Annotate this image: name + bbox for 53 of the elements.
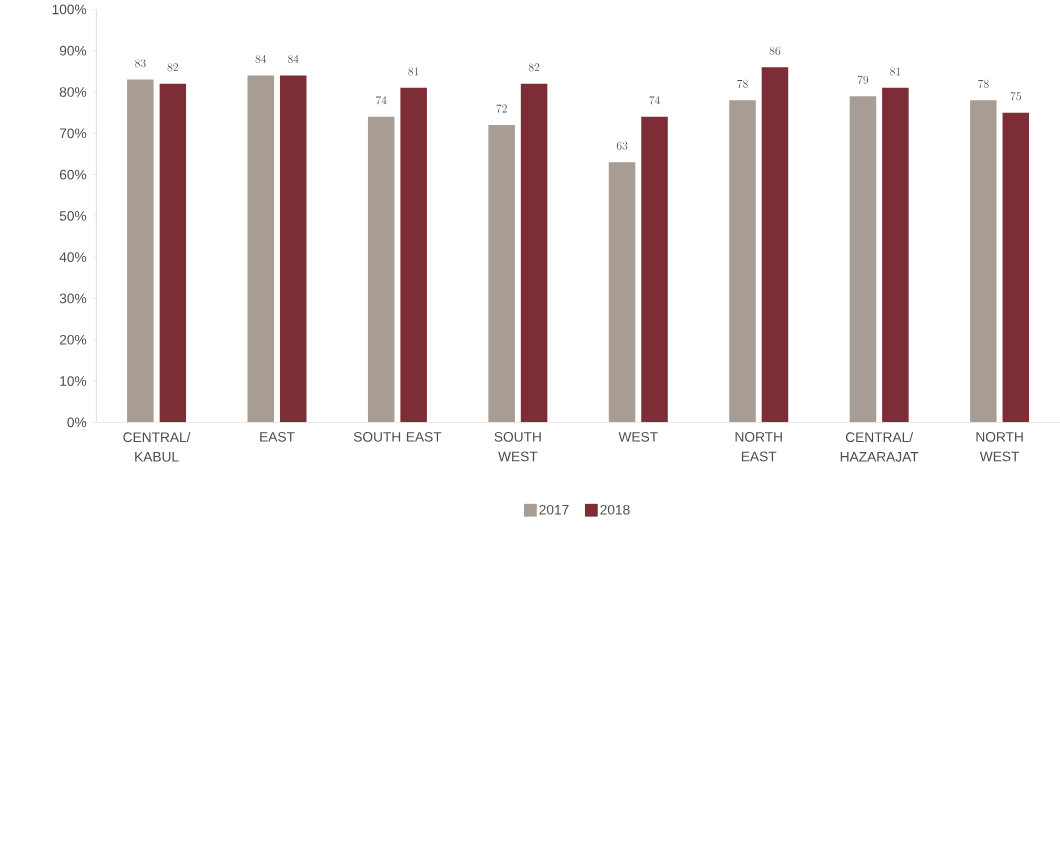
x-tick-label: EAST xyxy=(260,432,295,442)
x-tick-label: WEST xyxy=(618,432,658,442)
bar xyxy=(970,100,997,423)
y-tick-label: 0% xyxy=(67,417,87,428)
y-tick-label: 50% xyxy=(59,211,87,221)
bar xyxy=(520,83,548,423)
data-label: 84 xyxy=(287,55,299,64)
bar xyxy=(247,75,275,423)
bar xyxy=(641,117,668,423)
data-label: 81 xyxy=(408,67,419,76)
legend-label: 2018 xyxy=(600,505,630,515)
data-label: 81 xyxy=(890,67,901,76)
bar xyxy=(127,79,154,423)
data-label: 63 xyxy=(616,142,628,151)
x-tick-label: CENTRAL/ KABUL xyxy=(123,432,191,462)
bar xyxy=(279,75,307,423)
y-tick-label: 80% xyxy=(59,87,87,98)
bar xyxy=(367,117,395,423)
data-label: 78 xyxy=(737,79,748,89)
data-label: 72 xyxy=(496,104,507,113)
data-label: 82 xyxy=(528,63,540,72)
x-tick-label: NORTH EAST xyxy=(735,432,782,462)
data-label: 75 xyxy=(1010,92,1021,101)
y-tick-label: 20% xyxy=(59,335,87,345)
y-tick-label: 40% xyxy=(59,252,87,263)
legend-label: 2017 xyxy=(539,505,569,515)
bar xyxy=(729,100,756,423)
bar xyxy=(488,125,515,423)
x-tick-label: NORTH WEST xyxy=(976,432,1023,462)
y-tick-label: 100% xyxy=(52,4,87,15)
bar xyxy=(849,96,877,423)
data-label: 83 xyxy=(135,59,146,68)
bar xyxy=(761,67,789,423)
y-tick-label: 70% xyxy=(59,128,87,139)
x-tick-label: SOUTH WEST xyxy=(494,432,541,462)
bar xyxy=(882,88,909,423)
bar xyxy=(608,162,636,423)
data-label: 74 xyxy=(376,96,387,105)
data-label: 84 xyxy=(255,55,267,64)
data-label: 82 xyxy=(167,63,178,72)
y-tick-label: 60% xyxy=(59,169,87,180)
data-label: 74 xyxy=(649,96,660,105)
y-tick-label: 10% xyxy=(60,376,87,387)
x-tick-label: SOUTH EAST xyxy=(353,432,442,442)
y-tick-label: 30% xyxy=(59,293,87,304)
bar xyxy=(159,83,187,423)
data-label: 78 xyxy=(978,79,989,89)
bar xyxy=(400,88,427,423)
data-label: 86 xyxy=(769,47,781,56)
bar xyxy=(1002,112,1030,423)
data-label: 79 xyxy=(857,75,869,84)
y-tick-label: 90% xyxy=(59,46,87,56)
x-tick-label: CENTRAL/ HAZARAJAT xyxy=(840,432,919,462)
